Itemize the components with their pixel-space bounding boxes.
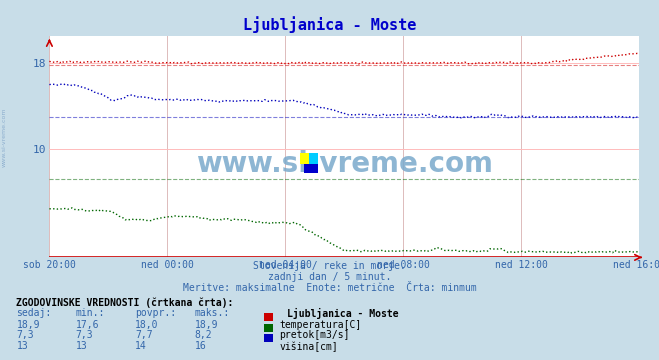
Text: sedaj:: sedaj: [16, 308, 51, 318]
Text: 7,3: 7,3 [16, 330, 34, 341]
Text: 7,7: 7,7 [135, 330, 153, 341]
Text: 17,6: 17,6 [76, 320, 100, 330]
Text: 18,0: 18,0 [135, 320, 159, 330]
Text: 14: 14 [135, 341, 147, 351]
Text: 16: 16 [194, 341, 206, 351]
Text: min.:: min.: [76, 308, 105, 318]
Text: Ljubljanica - Moste: Ljubljanica - Moste [243, 16, 416, 33]
Text: višina[cm]: višina[cm] [279, 341, 338, 352]
Text: Ljubljanica - Moste: Ljubljanica - Moste [287, 308, 398, 319]
Text: Slovenija / reke in morje.: Slovenija / reke in morje. [253, 261, 406, 271]
Text: zadnji dan / 5 minut.: zadnji dan / 5 minut. [268, 272, 391, 282]
Text: Meritve: maksimalne  Enote: metrične  Črta: minmum: Meritve: maksimalne Enote: metrične Črta… [183, 283, 476, 293]
Text: 7,3: 7,3 [76, 330, 94, 341]
Text: pretok[m3/s]: pretok[m3/s] [279, 330, 350, 341]
Text: ZGODOVINSKE VREDNOSTI (črtkana črta):: ZGODOVINSKE VREDNOSTI (črtkana črta): [16, 297, 234, 307]
Text: 8,2: 8,2 [194, 330, 212, 341]
Text: www.si-vreme.com: www.si-vreme.com [2, 107, 7, 167]
Text: 18,9: 18,9 [16, 320, 40, 330]
Text: 13: 13 [76, 341, 88, 351]
Text: 13: 13 [16, 341, 28, 351]
Text: temperatura[C]: temperatura[C] [279, 320, 362, 330]
Text: 18,9: 18,9 [194, 320, 218, 330]
Text: www.si-vreme.com: www.si-vreme.com [196, 150, 493, 179]
Text: maks.:: maks.: [194, 308, 229, 318]
Text: povpr.:: povpr.: [135, 308, 176, 318]
